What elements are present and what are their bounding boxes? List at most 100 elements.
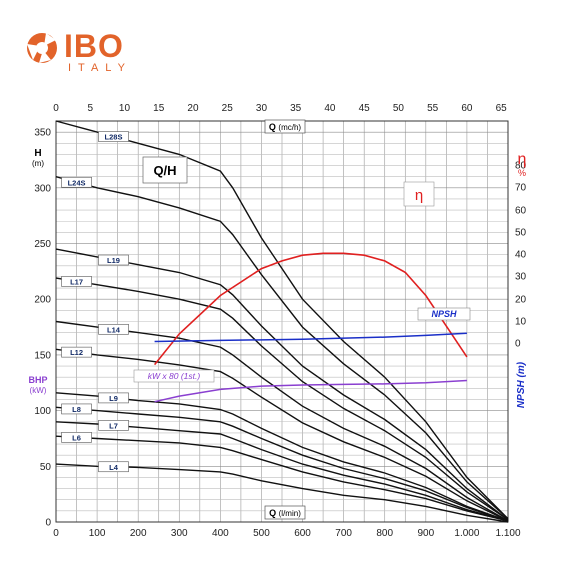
x-bottom-axis-title-text: Q (l/min) (269, 508, 301, 518)
series-label-text: L19 (107, 256, 120, 265)
x-bottom-tick-label: 900 (417, 528, 434, 539)
pump-impeller-icon (27, 33, 57, 63)
y-right-tick-label: 50 (515, 228, 527, 239)
eta-axis-label: η (518, 151, 527, 168)
efficiency-label-box (403, 181, 435, 207)
chart-grid (55, 120, 509, 523)
x-top-tick-label: 15 (153, 103, 165, 114)
series-label-box (61, 276, 92, 287)
y-left-tick-label: 250 (34, 239, 51, 250)
efficiency-curve (153, 252, 468, 366)
series-label-l19: L19 (98, 254, 129, 266)
x-bottom-tick-label: 600 (294, 528, 311, 539)
x-top-axis-title-text: Q (mc/h) (269, 122, 302, 132)
x-top-tick-label: 10 (119, 103, 131, 114)
x-top-tick-label: 60 (461, 103, 473, 114)
x-bottom-tick-label: 300 (171, 528, 188, 539)
x-top-tick-label: 45 (359, 103, 371, 114)
x-bottom-tick-label: 1.000 (454, 528, 479, 539)
y-left-tick-label: 50 (40, 462, 52, 473)
series-label-box (98, 461, 129, 473)
bhp-curve (154, 379, 467, 403)
chart-title-box (142, 156, 188, 184)
y-right-tick-label: 80 (515, 161, 527, 172)
curve-l8 (55, 406, 509, 522)
series-label-text: L28S (105, 133, 123, 142)
curve-l24s (55, 176, 509, 520)
curve-l9 (55, 392, 509, 522)
x-bottom-tick-label: 400 (212, 528, 229, 539)
y-left-tick-label: 150 (34, 350, 51, 361)
series-label-text: L6 (72, 433, 81, 442)
bhp-axis-label: BHP (28, 375, 47, 385)
head-curves (55, 120, 509, 523)
series-label-text: L8 (72, 405, 81, 414)
x-top-tick-label: 50 (393, 103, 405, 114)
y-right-tick-label: 70 (515, 183, 527, 194)
curve-l4 (55, 463, 509, 523)
x-top-tick-label: 35 (290, 103, 302, 114)
y-right-tick-label: 10 (515, 317, 527, 328)
curve-l19 (55, 248, 509, 521)
x-top-axis-title: Q (mc/h) (264, 119, 306, 134)
series-label-box (98, 392, 129, 404)
x-top-tick-label: 30 (256, 103, 268, 114)
series-label-l4: L4 (98, 461, 129, 473)
series-label-box (61, 176, 92, 188)
x-bottom-tick-label: 0 (53, 528, 59, 539)
npsh-axis-label: NPSH (m) (516, 361, 527, 408)
curve-l14 (55, 320, 509, 522)
x-top-tick-label: 0 (53, 103, 59, 114)
curve-l6 (55, 435, 509, 522)
y-left-tick-label: 300 (34, 183, 51, 194)
series-label-l14: L14 (98, 323, 129, 335)
series-label-l9: L9 (98, 392, 129, 404)
x-bottom-tick-label: 800 (376, 528, 393, 539)
y-left-label: H (34, 148, 41, 159)
bhp-axis-unit: (kW) (30, 386, 47, 395)
y-right-tick-label: 60 (515, 206, 527, 217)
ibo-logo: IBO ITALY (22, 28, 162, 78)
y-left-tick-label: 350 (34, 128, 51, 139)
curve-l7 (55, 421, 509, 522)
x-bottom-tick-label: 1.100 (495, 528, 520, 539)
y-right-tick-label: 30 (515, 272, 527, 283)
series-label-text: L14 (107, 325, 121, 334)
curve-l12 (55, 348, 509, 522)
y-left-tick-label: 200 (34, 295, 51, 306)
x-top-tick-label: 65 (496, 103, 508, 114)
series-label-text: L4 (109, 463, 119, 472)
series-label-l6: L6 (61, 432, 92, 443)
x-top-tick-label: 40 (324, 103, 336, 114)
npsh-label-box (417, 307, 471, 321)
x-top-axis-title-box (264, 119, 306, 134)
series-label-l28s: L28S (98, 131, 129, 142)
chart-labels: H(m) BHP(kW) η% NPSH (m) Q (mc/h) Q (l/min) Q/… (28, 119, 527, 520)
curve-l28s (55, 120, 509, 520)
series-label-text: L9 (109, 394, 118, 403)
x-top-tick-label: 25 (222, 103, 234, 114)
series-label-text: L24S (68, 178, 86, 187)
series-label-l8: L8 (61, 403, 92, 415)
y-left-tick-label: 100 (34, 406, 51, 417)
series-label-box (98, 323, 129, 335)
brand-name: IBO (64, 28, 124, 64)
x-bottom-tick-label: 200 (130, 528, 147, 539)
x-top-tick-label: 20 (187, 103, 199, 114)
series-label-l24s: L24S (61, 176, 92, 188)
eta-axis-unit: % (518, 168, 526, 178)
x-bottom-tick-label: 700 (335, 528, 352, 539)
series-label-box (61, 403, 92, 415)
y-left-unit: (m) (32, 159, 44, 168)
series-label-box (61, 346, 92, 358)
series-label-box (61, 432, 92, 443)
series-label-box (98, 254, 129, 266)
x-bottom-axis-title: Q (l/min) (264, 505, 306, 520)
series-label-text: L17 (70, 277, 83, 286)
npsh-label: NPSH (431, 309, 457, 319)
y-right-tick-label: 0 (515, 339, 521, 350)
x-bottom-axis-title-box (264, 505, 306, 520)
series-label-box (98, 420, 129, 431)
